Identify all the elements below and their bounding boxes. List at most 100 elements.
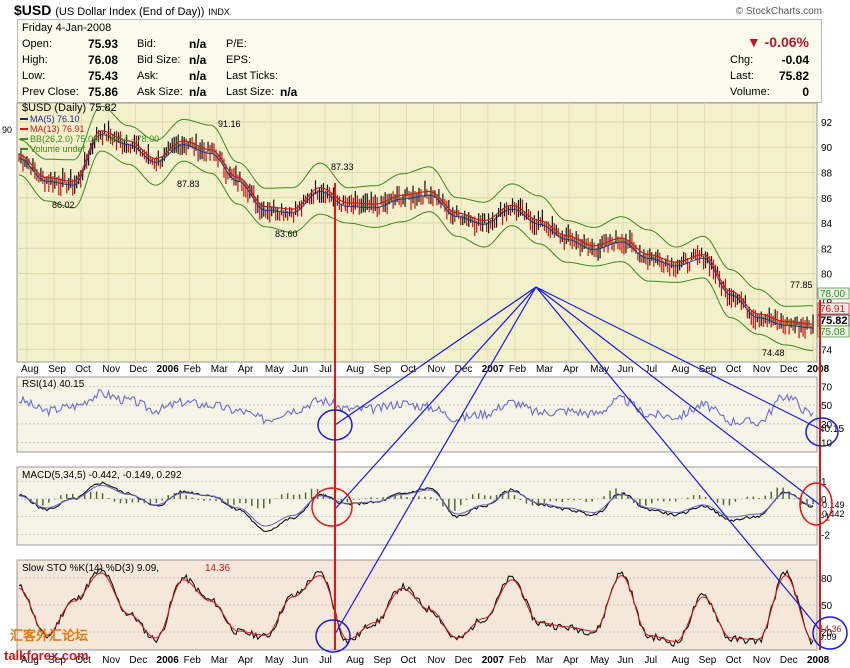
price-annotation: 77.85 (790, 280, 813, 290)
brand-label[interactable]: © StockCharts.com (735, 6, 822, 17)
price-annotation: 87.33 (331, 162, 354, 172)
price-x-label: Jun (292, 364, 308, 375)
legend-entry: Volume undef (30, 144, 86, 154)
macd-tick-label: -1 (821, 513, 830, 524)
sto-d-line (18, 572, 814, 642)
open-value: 75.93 (88, 37, 119, 51)
price-x-label: Jun (617, 364, 633, 375)
pe-label: P/E: (226, 38, 247, 50)
quote-date: Friday 4-Jan-2008 (22, 22, 112, 34)
sto-x-label: Oct (726, 655, 742, 666)
annotation-blue-circle (805, 417, 839, 447)
sto-x-label: Mar (536, 655, 554, 666)
sto-x-label: Oct (75, 655, 91, 666)
bid-value: n/a (189, 37, 207, 51)
ask-value: n/a (189, 69, 207, 83)
price-x-label: Feb (509, 364, 527, 375)
price-x-label: Dec (455, 364, 473, 375)
sto-x-label: Jun (292, 655, 308, 666)
price-tick-label: 82 (821, 244, 833, 255)
legend-entry: BB(26,2.0) 75.08 - 76.54 - 78.00 (30, 134, 159, 144)
high-label: High: (22, 54, 48, 66)
rsi-title: RSI(14) 40.15 (22, 379, 85, 390)
eps-label: EPS: (226, 54, 252, 66)
price-tick-label: 92 (821, 118, 833, 129)
sto-x-label: Apr (238, 655, 254, 666)
price-x-label: Apr (238, 364, 254, 375)
last-value: 75.82 (778, 69, 809, 83)
price-x-label: Aug (346, 364, 364, 375)
price-x-label: Oct (75, 364, 91, 375)
bollinger-mid (18, 133, 813, 327)
rsi-panel (16, 376, 818, 453)
price-x-label: Sep (373, 364, 391, 375)
price-x-label: Mar (211, 364, 229, 375)
price-tick-label: 86 (821, 194, 833, 205)
price-tick-label: 90 (821, 143, 833, 154)
last-size-value: n/a (280, 85, 298, 99)
ma5-line (18, 134, 813, 329)
price-tick-label: 84 (821, 219, 833, 230)
sto-x-label: 2008 (807, 655, 830, 666)
price-x-label: Apr (563, 364, 579, 375)
sto-x-label: Sep (699, 655, 717, 666)
price-right-box (817, 325, 850, 338)
annotation-fan-line (334, 286, 537, 426)
low-label: Low: (22, 70, 46, 82)
rsi-tick-label: 70 (821, 382, 833, 393)
price-annotation: 87.83 (177, 179, 200, 189)
ask-size-value: n/a (189, 85, 207, 99)
sto-right-label: 9.09 (819, 632, 837, 642)
bid-size-value: n/a (189, 53, 207, 67)
sto-tick-label: 50 (821, 601, 833, 612)
price-x-label: Aug (21, 364, 39, 375)
price-right-label: 76.91 (820, 304, 845, 315)
price-x-label: 2006 (157, 364, 180, 375)
price-left-label: 90 (2, 125, 12, 135)
price-tick-label: 74 (821, 345, 833, 356)
annotation-blue-circle (315, 619, 351, 653)
high-value: 76.08 (88, 53, 119, 67)
legend-entry: MA(5) 76.10 (30, 114, 80, 124)
rsi-right-label: 40.15 (819, 424, 844, 435)
price-right-box (817, 302, 850, 315)
sto-x-label: Oct (400, 655, 416, 666)
price-right-label: 75.08 (820, 327, 845, 338)
rsi-tick-label: 10 (821, 439, 833, 450)
price-x-label: Jul (644, 364, 657, 375)
sto-x-label: Nov (102, 655, 120, 666)
quote-box: Friday 4-Jan-2008 Open: 75.93 High: 76.0… (17, 19, 822, 103)
sto-x-label: Sep (48, 655, 66, 666)
macd-tick-label: 0 (821, 495, 827, 506)
annotation-fan-line (535, 286, 821, 506)
price-x-label: Oct (400, 364, 416, 375)
annotation-red-circle (311, 487, 353, 527)
legend-entry: MA(13) 76.91 (30, 124, 85, 134)
chg-value: -0.04 (781, 53, 809, 67)
macd-signal-line (18, 484, 814, 527)
price-annotation: 83.60 (275, 229, 298, 239)
price-x-label: Aug (671, 364, 689, 375)
sto-x-label: Apr (563, 655, 579, 666)
price-x-label: Nov (102, 364, 120, 375)
price-x-label: May (265, 364, 284, 375)
sto-x-label: Sep (373, 655, 391, 666)
price-x-label: Feb (184, 364, 202, 375)
sto-x-label: Feb (509, 655, 527, 666)
sto-tick-label: 80 (821, 574, 833, 585)
macd-right-label: -0.442 (819, 509, 845, 519)
sto-title-d-value: 14.36 (205, 563, 230, 574)
price-x-label: Nov (428, 364, 446, 375)
sto-x-label: 2007 (482, 655, 505, 666)
price-x-label: Jul (319, 364, 332, 375)
prev-close-value: 75.86 (88, 85, 119, 99)
price-x-label: Sep (699, 364, 717, 375)
sto-x-label: Mar (211, 655, 229, 666)
sto-x-label: Jul (319, 655, 332, 666)
bollinger-lower (18, 150, 813, 352)
rsi-line (18, 389, 814, 427)
sto-x-label: Aug (671, 655, 689, 666)
bid-label: Bid: (137, 38, 156, 50)
